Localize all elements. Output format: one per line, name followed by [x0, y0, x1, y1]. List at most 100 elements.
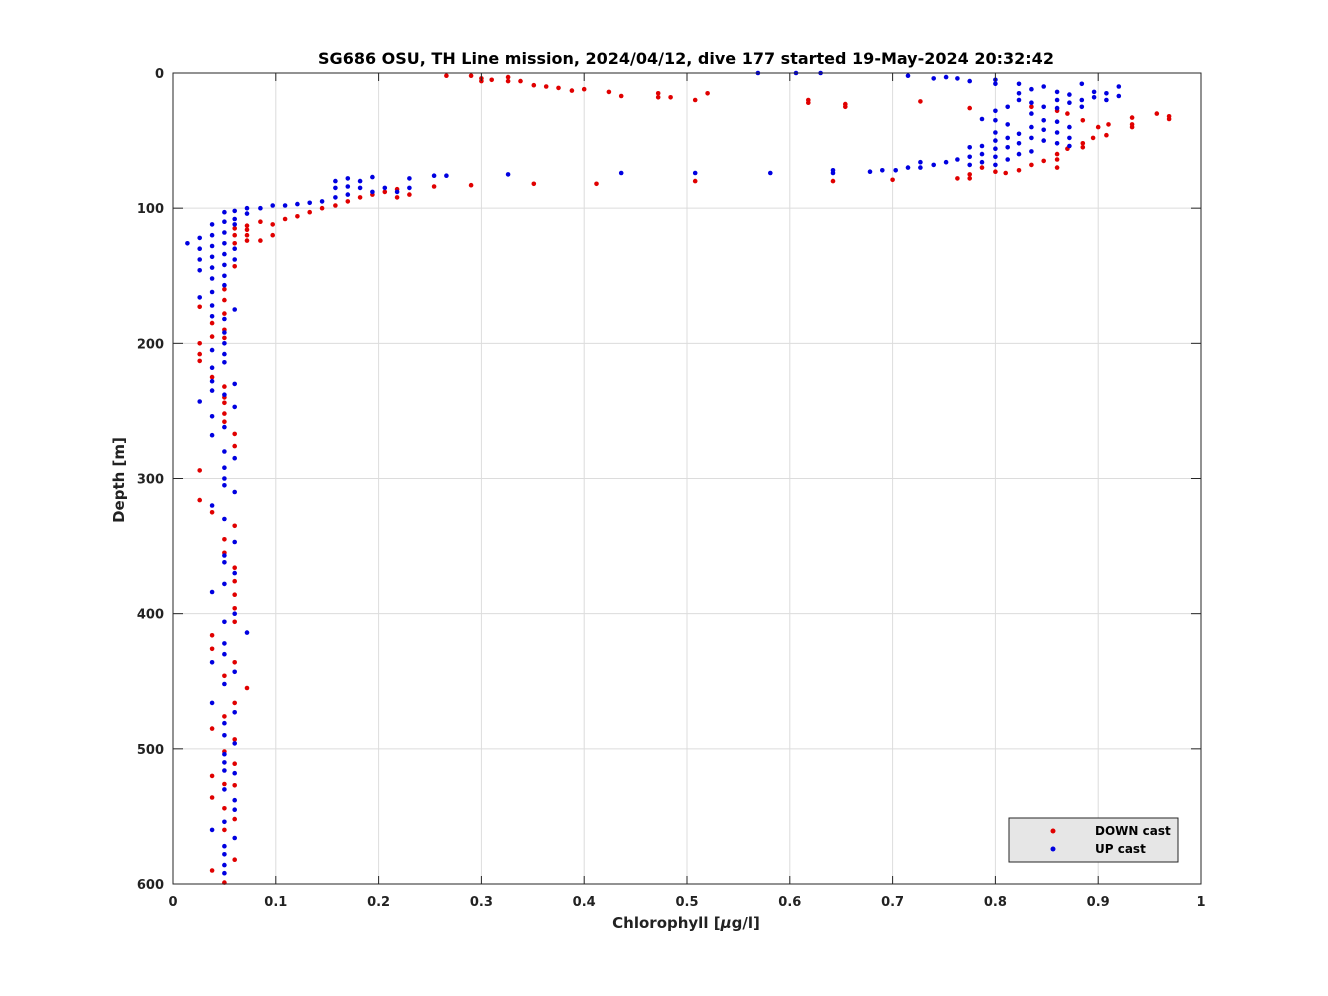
data-point [382, 185, 388, 191]
data-point [1029, 149, 1034, 154]
data-point [993, 108, 998, 114]
data-point [270, 232, 276, 238]
data-point [197, 358, 202, 364]
data-point [222, 681, 227, 687]
data-point [209, 243, 215, 249]
data-point [1104, 132, 1109, 138]
data-point [979, 165, 985, 170]
data-point [382, 189, 388, 195]
data-point [222, 843, 227, 849]
data-point [518, 78, 523, 84]
data-point [222, 768, 227, 773]
data-point [209, 868, 215, 873]
data-point [345, 184, 351, 189]
data-point [222, 862, 227, 868]
data-point [345, 176, 351, 181]
data-point [258, 205, 263, 211]
data-point [357, 178, 363, 184]
x-axis-label: Chlorophyll [μg/l] [612, 914, 760, 932]
x-tick-label: 0.9 [1087, 895, 1110, 910]
data-point [232, 381, 237, 387]
data-point [209, 510, 215, 515]
data-point [209, 646, 215, 652]
data-point [282, 216, 288, 222]
data-point [222, 400, 227, 406]
data-point [222, 560, 227, 565]
data-point [867, 169, 873, 174]
data-point [232, 737, 237, 742]
data-point [918, 159, 923, 165]
data-point [197, 497, 202, 503]
data-point [1080, 118, 1086, 123]
data-point [444, 173, 449, 178]
x-tick-labels: 0 0.1 0.2 0.3 0.4 0.5 0.6 0.7 0.8 0.9 1 [168, 895, 1205, 910]
data-point [258, 219, 263, 224]
data-point [692, 170, 698, 176]
x-tick-label: 0.7 [881, 895, 904, 910]
data-point [197, 295, 202, 300]
data-point [222, 335, 227, 341]
data-point [1005, 104, 1010, 110]
data-point [967, 145, 972, 150]
y-tick-label: 500 [137, 743, 164, 758]
data-point [232, 539, 237, 545]
data-point [222, 384, 227, 389]
data-point [345, 199, 351, 204]
data-point [1054, 89, 1060, 95]
data-point [209, 633, 215, 638]
data-point [993, 162, 998, 168]
data-point [1005, 122, 1010, 127]
data-point [1016, 97, 1022, 103]
data-point [209, 365, 215, 371]
data-point [1029, 104, 1034, 110]
data-point [244, 227, 250, 233]
data-point [1080, 141, 1086, 146]
data-point [270, 222, 276, 227]
data-point [993, 169, 998, 174]
data-point [1154, 111, 1160, 116]
data-point [222, 424, 227, 430]
data-point [209, 314, 215, 319]
data-point [222, 641, 227, 646]
y-tick-label: 100 [137, 202, 164, 217]
data-point [955, 157, 960, 162]
data-point [1067, 92, 1072, 97]
data-point [1065, 111, 1070, 116]
data-point [1104, 91, 1109, 96]
data-point [232, 807, 237, 812]
data-point [531, 82, 537, 88]
y-axis-label: Depth [m] [110, 437, 128, 523]
data-point [222, 465, 227, 471]
data-point [1041, 138, 1046, 143]
data-point [222, 651, 227, 657]
data-point [232, 264, 237, 269]
data-point [843, 104, 848, 110]
data-point [222, 411, 227, 416]
data-point [1041, 84, 1046, 89]
data-point [232, 606, 237, 611]
data-point [222, 273, 227, 279]
data-point [232, 431, 237, 437]
data-point [1005, 145, 1010, 150]
data-point [232, 232, 237, 238]
data-point [905, 73, 911, 78]
data-point [993, 130, 998, 135]
data-point [222, 537, 227, 542]
data-point [1080, 145, 1086, 150]
data-point [931, 76, 936, 81]
data-point [209, 589, 215, 595]
legend-box [1008, 817, 1179, 863]
data-point [1005, 135, 1010, 141]
data-point [333, 203, 338, 208]
data-point [222, 733, 227, 738]
data-point [307, 200, 313, 206]
data-point [222, 781, 227, 787]
data-point [1129, 124, 1135, 130]
data-point [1016, 91, 1022, 96]
legend-label-down-cast: DOWN cast [1095, 824, 1171, 838]
data-point [1054, 141, 1060, 146]
data-point [705, 91, 710, 96]
data-point [209, 347, 215, 353]
data-point [244, 685, 250, 691]
data-point [668, 95, 673, 100]
